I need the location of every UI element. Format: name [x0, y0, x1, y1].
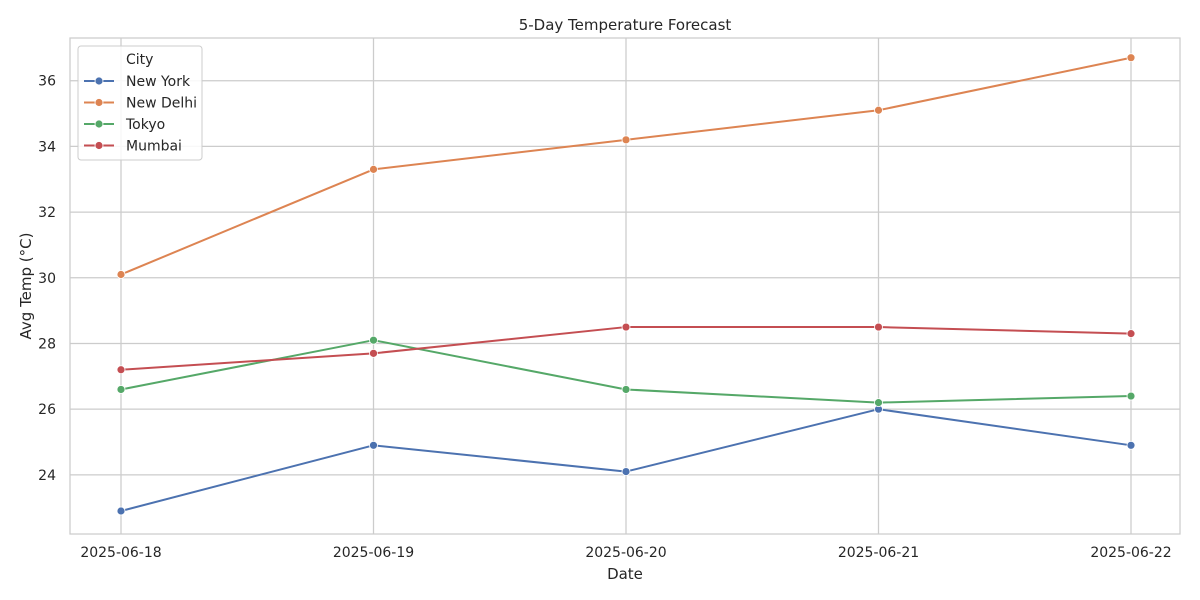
legend-title: City — [126, 52, 153, 68]
x-tick-label: 2025-06-20 — [585, 545, 666, 561]
x-tick-label: 2025-06-22 — [1090, 545, 1171, 561]
legend-swatch-marker-new-delhi — [94, 98, 104, 107]
data-point-new-york — [369, 440, 378, 450]
data-point-mumbai — [874, 322, 883, 332]
legend: City New York New Delhi Tokyo Mumbai — [77, 45, 203, 161]
data-point-new-york — [621, 467, 631, 476]
legend-entry-new-delhi: New Delhi — [126, 96, 197, 112]
legend-entry-tokyo: Tokyo — [125, 117, 165, 133]
legend-entry-new-york: New York — [126, 74, 191, 90]
y-tick-label: 26 — [38, 402, 56, 418]
y-tick-label: 24 — [38, 468, 56, 484]
legend-box — [77, 45, 203, 161]
data-point-new-york — [1126, 440, 1136, 450]
legend-swatch-marker-new-york — [94, 76, 104, 86]
data-point-new-york — [116, 506, 126, 516]
y-tick-label: 36 — [38, 74, 56, 90]
chart-title: 5-Day Temperature Forecast — [519, 16, 732, 34]
x-tick-label: 2025-06-19 — [333, 545, 414, 561]
data-point-new-delhi — [874, 105, 883, 115]
legend-entry-mumbai: Mumbai — [126, 139, 182, 155]
x-tick-label: 2025-06-21 — [838, 545, 919, 561]
data-point-mumbai — [621, 322, 631, 332]
y-tick-label: 32 — [38, 205, 56, 221]
series-layer — [116, 53, 1136, 516]
x-tick-label: 2025-06-18 — [80, 545, 161, 561]
data-point-new-delhi — [116, 270, 126, 279]
legend-swatch-marker-tokyo — [94, 119, 104, 129]
data-point-new-delhi — [621, 135, 631, 145]
data-point-new-delhi — [369, 164, 378, 174]
legend-items: New York New Delhi Tokyo Mumbai — [84, 74, 197, 155]
legend-swatch-marker-mumbai — [94, 141, 104, 150]
data-point-tokyo — [369, 335, 378, 345]
data-point-tokyo — [874, 398, 883, 408]
y-axis-label: Avg Temp (°C) — [17, 233, 35, 340]
x-axis-label: Date — [607, 565, 643, 583]
data-point-mumbai — [369, 348, 378, 358]
data-point-tokyo — [1126, 391, 1136, 401]
grid-lines — [70, 38, 1180, 534]
data-point-mumbai — [116, 365, 126, 375]
y-tick-label: 28 — [38, 336, 56, 352]
plot-frame — [69, 37, 1181, 535]
axis-ticks: 2025-06-18 2025-06-19 2025-06-20 2025-06-21… — [38, 74, 1172, 561]
y-tick-label: 34 — [38, 139, 56, 155]
data-point-new-delhi — [1126, 53, 1136, 63]
y-tick-label: 30 — [38, 271, 56, 287]
data-point-tokyo — [621, 385, 631, 394]
data-point-mumbai — [1126, 329, 1136, 339]
data-point-tokyo — [116, 385, 126, 394]
